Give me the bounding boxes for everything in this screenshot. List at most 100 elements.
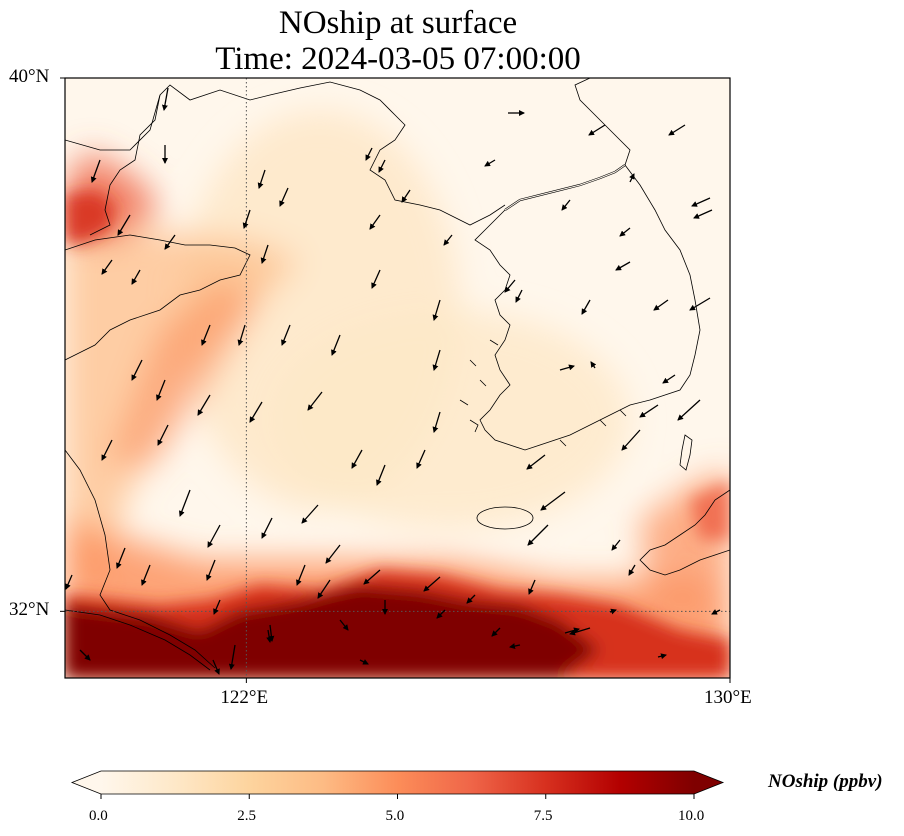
wind-vector-arrow <box>117 214 131 236</box>
coastline-korea-east <box>624 164 701 396</box>
coastline-kyushu <box>639 489 730 576</box>
wind-vector-arrow <box>559 364 575 371</box>
wind-vectors <box>65 87 721 675</box>
wind-vector-arrow <box>279 187 289 207</box>
wind-vector-arrow <box>242 209 251 229</box>
wind-vector-arrow <box>141 564 151 586</box>
wind-vector-arrow <box>213 599 221 615</box>
coastline-korea-north-east <box>574 78 631 166</box>
colorbar-extend-min <box>72 771 101 794</box>
wind-vector-arrow <box>611 539 621 551</box>
wind-vector-arrow <box>131 269 141 285</box>
wind-vector-arrow <box>79 649 91 661</box>
wind-vector-arrow <box>528 579 536 595</box>
wind-vector-arrow <box>207 524 221 548</box>
wind-vector-arrow <box>131 359 143 381</box>
wind-vector-arrow <box>561 199 571 211</box>
map-frame <box>64 77 731 679</box>
wind-vector-arrow <box>432 299 441 321</box>
wind-vector-arrow <box>65 574 73 590</box>
wind-vector-arrow <box>615 261 631 271</box>
colorbar-body <box>101 771 694 794</box>
wind-vector-arrow <box>339 619 349 631</box>
wind-vector-arrow <box>281 324 291 346</box>
wind-vector-arrow <box>365 147 373 161</box>
wind-vector-arrow <box>260 244 269 264</box>
wind-vector-arrow <box>371 269 381 289</box>
wind-vector-arrow <box>101 439 113 461</box>
wind-vector-arrow <box>197 394 211 416</box>
wind-vector-arrow <box>432 349 441 371</box>
wind-vector-arrow <box>296 564 306 586</box>
wind-vector-arrow <box>569 627 591 636</box>
wind-vector-arrow <box>466 594 476 604</box>
map-title-line-2: Time: 2024-03-05 07:00:00 <box>215 41 581 77</box>
coastlines <box>65 78 730 671</box>
wind-vector-arrow <box>401 189 411 203</box>
wind-vector-arrow <box>526 454 546 470</box>
coastline-bohai-liaodong <box>65 81 506 226</box>
wind-vector-arrow <box>432 411 441 433</box>
wind-vector-arrow <box>639 404 659 418</box>
wind-vector-arrow <box>164 234 176 250</box>
wind-vector-arrow <box>619 227 631 237</box>
wind-vector-arrow <box>206 559 216 581</box>
coastline-yangtze-inner <box>65 609 211 671</box>
map-title-line-1: NOship at surface <box>278 5 518 41</box>
wind-vector-arrow <box>662 374 676 384</box>
wind-vector-arrow <box>657 653 667 660</box>
wind-vector-arrow <box>443 234 453 246</box>
border-korea-china-inner <box>504 164 626 211</box>
wind-vector-arrow <box>237 324 246 346</box>
colorbar-tick-label: 7.5 <box>533 808 553 824</box>
colorbar-tick-marks <box>100 794 695 799</box>
colorbar <box>70 770 725 799</box>
wind-vector-arrow <box>527 524 549 546</box>
wind-vector-arrow <box>677 399 701 421</box>
colorbar-tick-label: 10.0 <box>678 808 705 824</box>
wind-vector-arrow <box>416 449 426 469</box>
wind-vector-arrow <box>590 361 597 369</box>
coastline-jiangsu <box>65 449 216 669</box>
wind-vector-arrow <box>228 644 236 670</box>
wind-vector-arrow <box>436 609 446 619</box>
wind-vector-arrow <box>359 659 369 665</box>
wind-vector-arrow <box>351 449 363 469</box>
wind-vector-arrow <box>201 324 211 346</box>
wind-vector-arrow <box>693 209 713 219</box>
wind-vector-arrow <box>90 159 101 183</box>
wind-vector-arrow <box>491 627 501 637</box>
wind-vector-arrow <box>689 297 711 311</box>
wind-vector-arrow <box>369 214 381 230</box>
wind-vector-arrow <box>307 391 323 411</box>
wind-vector-arrow <box>101 259 113 275</box>
colorbar-tick-label: 2.5 <box>237 808 256 824</box>
wind-vector-arrow <box>609 608 617 615</box>
wind-vector-arrow <box>668 124 686 136</box>
concentration-field <box>65 78 730 678</box>
wind-vector-arrow <box>484 159 496 167</box>
xtick-label-122e: 122°E <box>220 687 269 708</box>
wind-vector-arrow <box>629 173 635 183</box>
wind-vector-arrow <box>691 197 711 207</box>
wind-vector-arrow <box>249 401 263 423</box>
wind-vector-arrow <box>509 643 521 649</box>
wind-vector-arrow <box>157 424 169 446</box>
wind-vector-arrow <box>378 159 386 173</box>
coastline-korea-islands <box>459 339 627 447</box>
tick-marks <box>60 77 731 683</box>
wind-vector-arrow <box>621 429 641 451</box>
wind-vector-arrow <box>363 569 381 585</box>
colorbar-tick-label: 5.0 <box>385 808 405 824</box>
wind-vector-arrow <box>376 464 386 486</box>
wind-vector-arrow <box>261 517 273 539</box>
wind-vector-arrow <box>178 489 191 517</box>
colorbar-tick-label: 0.0 <box>89 808 108 824</box>
xtick-label-130e: 130°E <box>704 687 752 708</box>
wind-vector-arrow <box>301 504 319 524</box>
wind-vector-arrow <box>257 169 266 189</box>
wind-vector-arrow <box>212 659 220 675</box>
wind-vector-arrow <box>588 124 606 136</box>
field-sharp-layer <box>65 190 730 678</box>
